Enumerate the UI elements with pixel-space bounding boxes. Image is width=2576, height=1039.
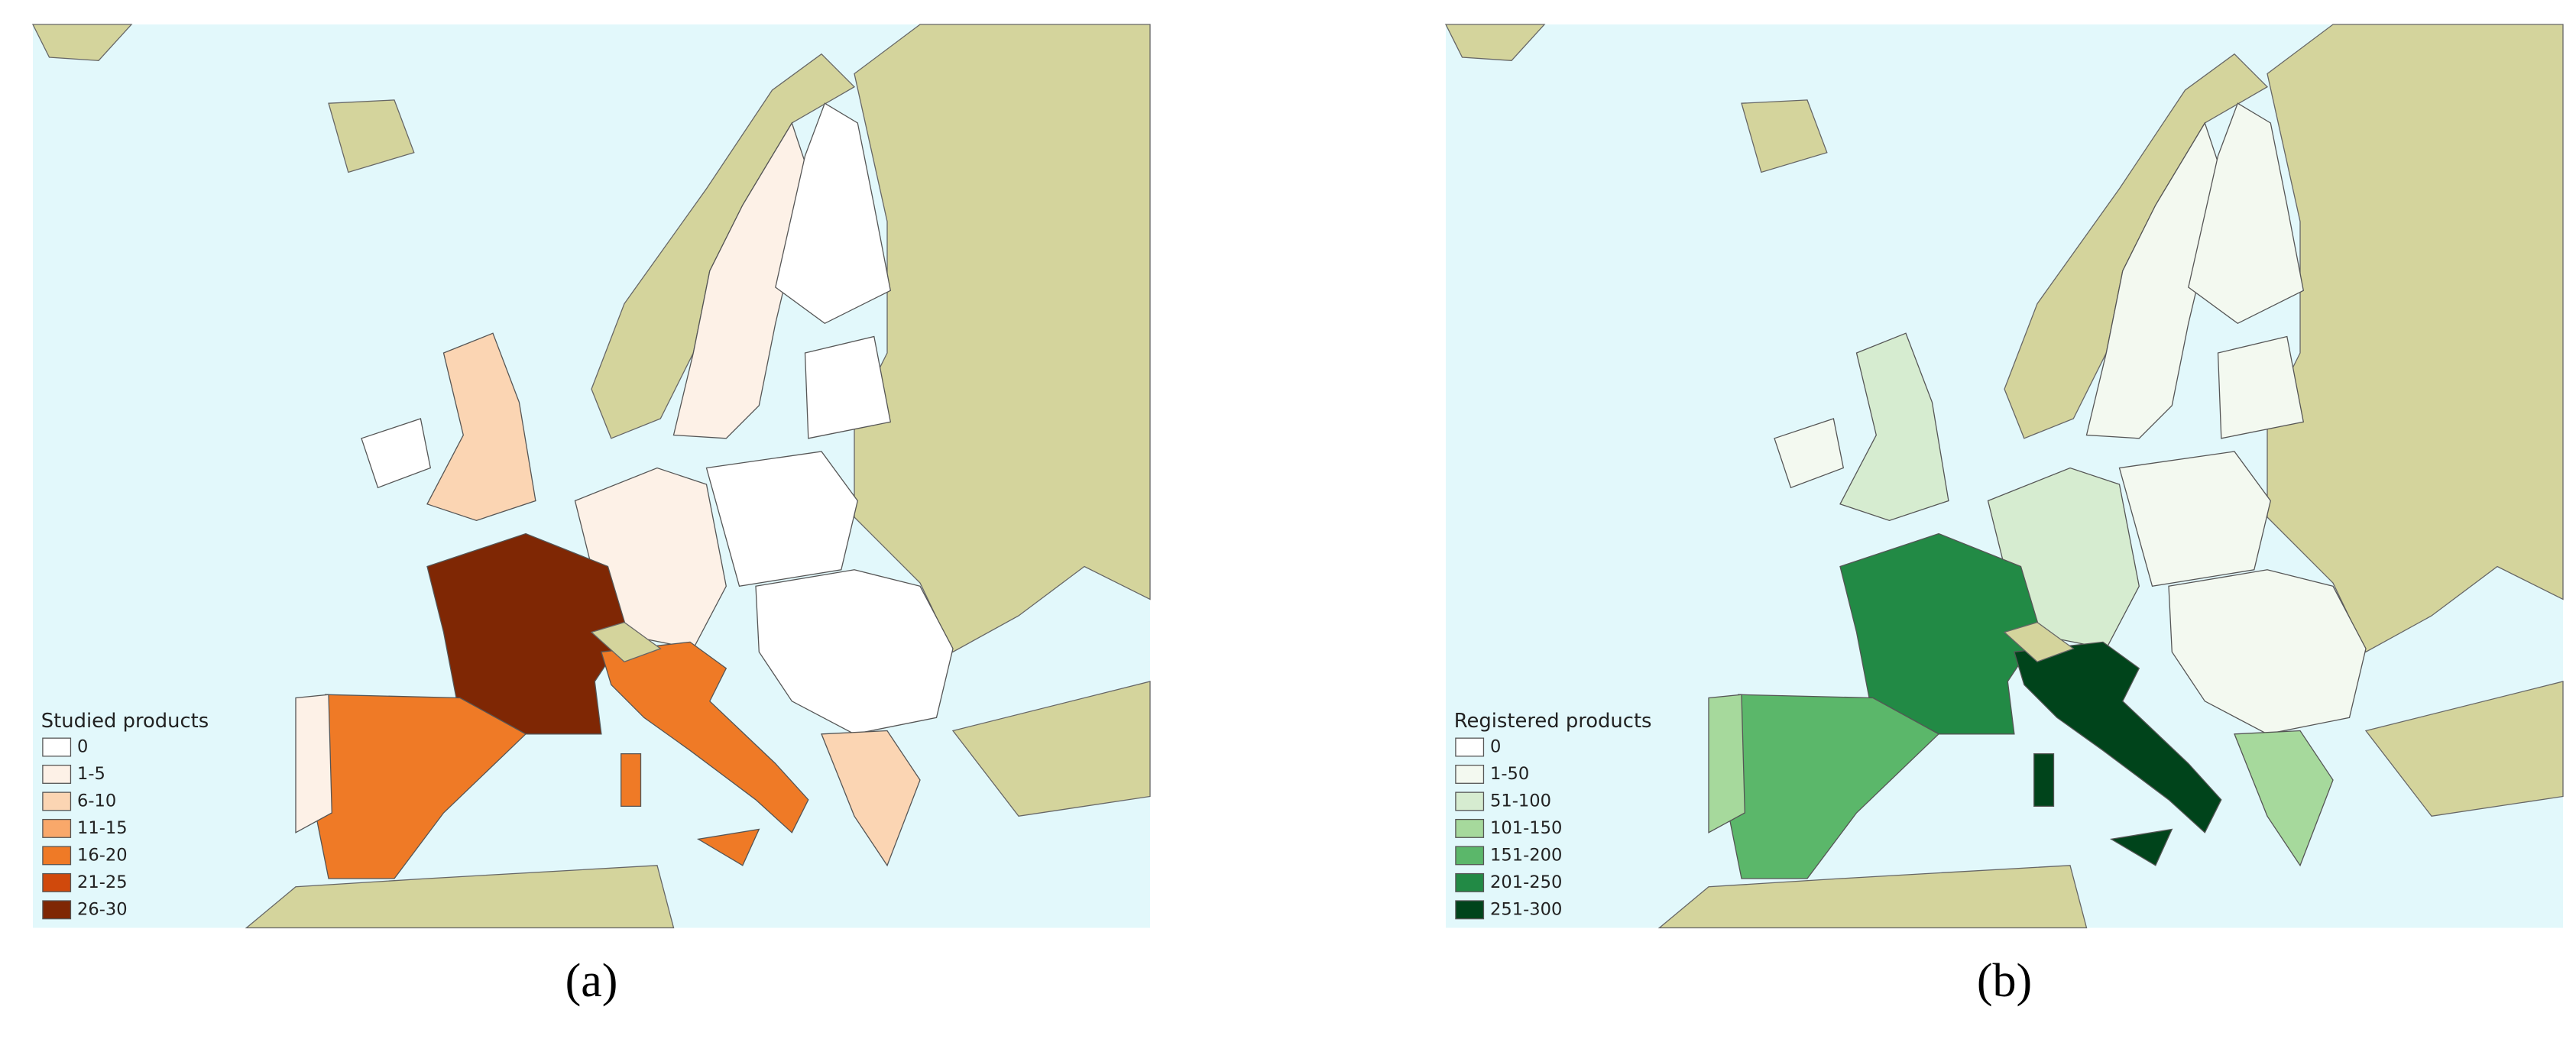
legend-swatch bbox=[42, 818, 72, 838]
region bbox=[601, 641, 809, 833]
legend-title: Registered products bbox=[1454, 710, 1652, 733]
region bbox=[2217, 335, 2305, 439]
land bbox=[31, 24, 133, 61]
region bbox=[2014, 641, 2222, 833]
region bbox=[2033, 753, 2055, 808]
legend-swatch bbox=[42, 791, 72, 811]
region bbox=[804, 335, 892, 439]
legend-swatch bbox=[1455, 791, 1485, 811]
legend-swatch bbox=[1455, 765, 1485, 784]
legend-label: 16-20 bbox=[77, 845, 128, 865]
legend-label: 0 bbox=[77, 737, 88, 757]
legend-swatch bbox=[42, 765, 72, 784]
legend-label: 11-15 bbox=[77, 818, 128, 838]
region bbox=[1728, 694, 1940, 879]
region bbox=[1708, 694, 1745, 833]
caption: (b) bbox=[1977, 955, 2032, 1007]
legend-swatch bbox=[1455, 818, 1485, 838]
legend-label: 251-300 bbox=[1490, 899, 1562, 919]
land bbox=[2003, 621, 2075, 662]
land bbox=[1444, 24, 1546, 61]
region bbox=[295, 694, 332, 833]
land bbox=[245, 865, 675, 929]
legend-swatch bbox=[42, 872, 72, 892]
legend-swatch bbox=[1455, 872, 1485, 892]
region bbox=[755, 569, 954, 735]
land bbox=[590, 621, 662, 662]
legend-label: 1-50 bbox=[1490, 764, 1529, 784]
land bbox=[951, 681, 1151, 817]
legend-swatch bbox=[42, 846, 72, 866]
region bbox=[1774, 418, 1845, 489]
land bbox=[854, 24, 1151, 653]
land bbox=[328, 99, 415, 173]
region bbox=[1839, 332, 1949, 521]
region bbox=[426, 332, 536, 521]
legend-swatch bbox=[42, 737, 72, 757]
legend-label: 151-200 bbox=[1490, 845, 1562, 865]
region bbox=[621, 753, 642, 808]
land bbox=[1657, 865, 2088, 929]
land bbox=[1741, 99, 1828, 173]
legend-label: 0 bbox=[1490, 737, 1501, 757]
map-panel: Registered products 0 1-50 51-100 101-150 151… bbox=[1444, 24, 2564, 929]
region bbox=[361, 418, 432, 489]
region bbox=[821, 730, 921, 867]
region bbox=[1839, 532, 2042, 735]
map-panel: Studied products 0 1-5 6-10 11-15 16-20 21-25 2… bbox=[31, 24, 1151, 929]
legend-label: 1-5 bbox=[77, 764, 105, 784]
legend-swatch bbox=[1455, 900, 1485, 920]
region bbox=[2118, 451, 2271, 587]
legend-label: 26-30 bbox=[77, 899, 128, 919]
region bbox=[2168, 569, 2367, 735]
legend-label: 6-10 bbox=[77, 791, 116, 811]
region bbox=[2234, 730, 2334, 867]
legend-swatch bbox=[42, 900, 72, 920]
land bbox=[2267, 24, 2564, 653]
legend-title: Studied products bbox=[41, 710, 209, 733]
region bbox=[705, 451, 858, 587]
region bbox=[696, 828, 760, 866]
legend-swatch bbox=[1455, 846, 1485, 866]
caption: (a) bbox=[565, 955, 618, 1007]
region bbox=[2188, 102, 2305, 325]
legend-label: 51-100 bbox=[1490, 791, 1551, 811]
legend-label: 21-25 bbox=[77, 872, 128, 892]
region bbox=[775, 102, 892, 325]
region bbox=[2109, 828, 2173, 866]
legend-swatch bbox=[1455, 737, 1485, 757]
region bbox=[315, 694, 527, 879]
land bbox=[2364, 681, 2564, 817]
legend-label: 201-250 bbox=[1490, 872, 1562, 892]
legend-label: 101-150 bbox=[1490, 818, 1562, 838]
region bbox=[426, 532, 629, 735]
